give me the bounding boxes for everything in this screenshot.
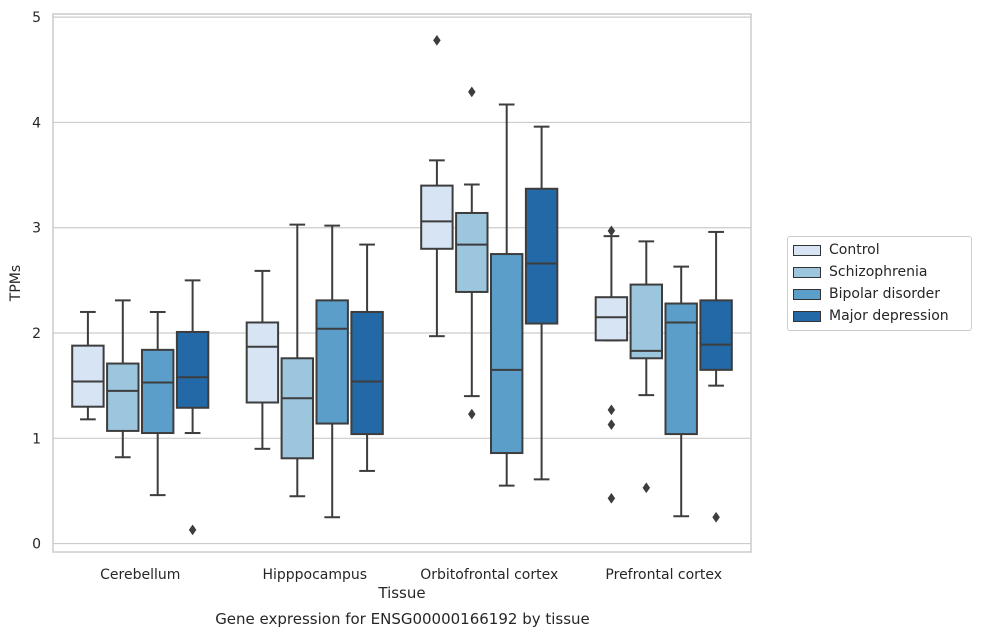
legend-swatch-major-depression bbox=[793, 310, 821, 322]
legend: Control Schizophrenia Bipolar disorder M… bbox=[787, 236, 972, 331]
legend-item-major-depression: Major depression bbox=[793, 306, 949, 326]
y-tick-label: 0 bbox=[32, 537, 41, 553]
box-major-depression-3 bbox=[699, 230, 733, 523]
box-iqr bbox=[664, 302, 698, 436]
legend-label-schizophrenia: Schizophrenia bbox=[829, 264, 928, 280]
legend-swatch-schizophrenia bbox=[793, 266, 821, 278]
outlier-point bbox=[712, 511, 720, 523]
legend-label-major-depression: Major depression bbox=[829, 308, 949, 324]
box-iqr bbox=[140, 348, 175, 435]
x-tick-label: Orbitofrontal cortex bbox=[420, 567, 558, 583]
box-iqr bbox=[699, 299, 733, 371]
box-control-2 bbox=[420, 34, 454, 338]
box-control-1 bbox=[245, 269, 280, 450]
box-iqr bbox=[489, 253, 524, 455]
box-iqr bbox=[175, 330, 210, 409]
box-control-3 bbox=[594, 225, 629, 504]
outlier-point bbox=[607, 404, 616, 416]
y-axis-label: TPMs bbox=[8, 265, 24, 302]
box-iqr bbox=[106, 362, 140, 432]
box-iqr bbox=[524, 187, 559, 325]
legend-item-schizophrenia: Schizophrenia bbox=[793, 262, 927, 282]
y-tick-label: 4 bbox=[32, 115, 41, 131]
y-tick-label: 5 bbox=[32, 10, 41, 26]
legend-swatch-bipolar-disorder bbox=[793, 288, 821, 300]
box-major-depression-1 bbox=[350, 243, 384, 472]
legend-swatch-control bbox=[793, 244, 821, 256]
y-tick-label: 3 bbox=[32, 221, 41, 237]
outlier-point bbox=[467, 408, 476, 420]
y-tick-label: 1 bbox=[32, 431, 41, 447]
outlier-point bbox=[188, 524, 197, 536]
box-bipolar-disorder-1 bbox=[315, 224, 349, 519]
x-tick-label: Cerebellum bbox=[100, 567, 180, 583]
box-major-depression-2 bbox=[524, 125, 559, 481]
box-bipolar-disorder-2 bbox=[489, 103, 524, 487]
box-series bbox=[71, 34, 733, 536]
plot-frame bbox=[52, 13, 752, 553]
outlier-point bbox=[607, 419, 616, 431]
outlier-point bbox=[607, 492, 616, 504]
box-schizophrenia-0 bbox=[106, 299, 140, 459]
box-iqr bbox=[420, 184, 454, 250]
legend-item-control: Control bbox=[793, 240, 880, 260]
box-schizophrenia-1 bbox=[280, 223, 315, 498]
outlier-point bbox=[433, 34, 441, 46]
box-iqr bbox=[594, 296, 629, 342]
x-tick-label: Prefrontal cortex bbox=[605, 567, 722, 583]
box-iqr bbox=[245, 321, 280, 404]
outlier-point bbox=[607, 225, 616, 237]
box-schizophrenia-2 bbox=[455, 86, 489, 420]
y-tick-labels: 0 1 2 3 4 5 bbox=[32, 10, 41, 552]
box-iqr bbox=[71, 344, 105, 408]
legend-label-bipolar-disorder: Bipolar disorder bbox=[829, 286, 941, 302]
outlier-point bbox=[642, 482, 651, 494]
outlier-point bbox=[467, 86, 476, 98]
x-axis-label: Tissue bbox=[377, 584, 425, 602]
chart-caption: Gene expression for ENSG00000166192 by t… bbox=[215, 610, 590, 628]
y-tick-label: 2 bbox=[32, 326, 41, 342]
box-major-depression-0 bbox=[175, 279, 210, 536]
box-iqr bbox=[280, 357, 315, 460]
box-iqr bbox=[629, 283, 664, 360]
box-schizophrenia-3 bbox=[629, 240, 664, 494]
x-tick-labels: Cerebellum Hipppocampus Orbitofrontal cort… bbox=[100, 567, 722, 583]
box-control-0 bbox=[71, 310, 105, 421]
box-iqr bbox=[315, 299, 349, 425]
legend-label-control: Control bbox=[829, 242, 880, 258]
gridlines bbox=[53, 16, 751, 545]
box-bipolar-disorder-0 bbox=[140, 310, 175, 497]
box-iqr bbox=[350, 310, 384, 436]
box-iqr bbox=[455, 211, 489, 293]
box-bipolar-disorder-3 bbox=[664, 265, 698, 518]
legend-item-bipolar-disorder: Bipolar disorder bbox=[793, 284, 940, 304]
x-tick-label: Hipppocampus bbox=[262, 567, 367, 583]
